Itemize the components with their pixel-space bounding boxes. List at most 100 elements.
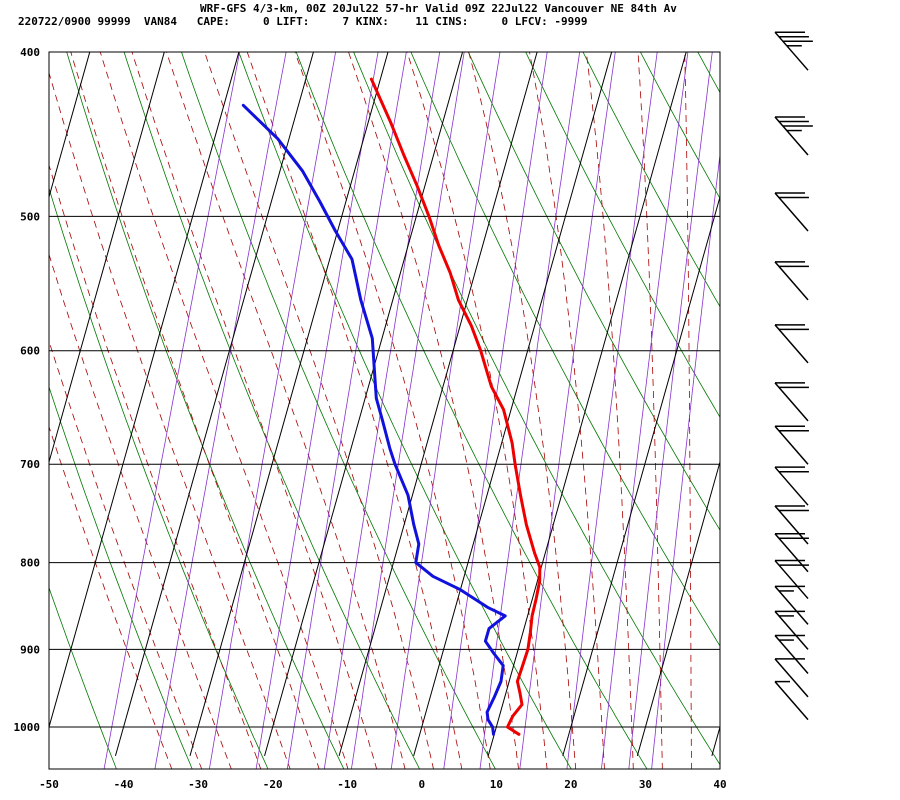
moist-adiabat bbox=[468, 52, 577, 769]
dry-adiabat bbox=[467, 52, 720, 531]
x-tick-label: -20 bbox=[263, 778, 283, 791]
wind-barb bbox=[774, 324, 809, 364]
isotherm-line bbox=[413, 52, 613, 757]
moist-adiabat bbox=[294, 52, 491, 769]
wind-barb bbox=[774, 425, 809, 465]
y-tick-label: 600 bbox=[20, 345, 40, 358]
moist-adiabat bbox=[684, 52, 692, 769]
barb-staff bbox=[774, 585, 809, 625]
moist-adiabat bbox=[166, 52, 406, 769]
wind-barb bbox=[774, 192, 809, 232]
moist-adiabat bbox=[246, 52, 463, 769]
mixing-ratio-line bbox=[390, 52, 501, 769]
x-tick-label: 10 bbox=[490, 778, 503, 791]
dry-adiabat bbox=[181, 52, 496, 769]
x-tick-label: -40 bbox=[114, 778, 134, 791]
moist-adiabat bbox=[49, 253, 232, 769]
y-tick-label: 400 bbox=[20, 46, 40, 59]
moist-adiabat bbox=[131, 52, 378, 769]
dry-adiabat bbox=[847, 14, 900, 770]
dry-adiabat bbox=[49, 186, 269, 769]
wind-barb bbox=[774, 31, 813, 71]
moist-adiabat bbox=[49, 163, 262, 769]
moist-adiabat bbox=[49, 425, 173, 769]
wind-barb bbox=[774, 610, 809, 650]
dry-adiabat bbox=[49, 586, 117, 769]
x-tick-label: -30 bbox=[188, 778, 208, 791]
moist-adiabat bbox=[49, 340, 203, 769]
wind-barb bbox=[774, 634, 809, 675]
isotherm-line bbox=[49, 52, 240, 729]
dry-adiabat bbox=[295, 52, 648, 769]
mixing-ratio-line bbox=[566, 52, 658, 769]
mixing-ratio-line bbox=[286, 52, 407, 769]
barb-staff bbox=[774, 681, 809, 721]
barb-staff bbox=[774, 560, 809, 600]
moist-adiabat bbox=[721, 14, 728, 770]
wind-barb bbox=[774, 658, 809, 698]
stability-indices: 220722/0900 99999 VAN84 CAPE: 0 LIFT: 7 … bbox=[18, 15, 588, 28]
moist-adiabat bbox=[70, 52, 320, 769]
dry-adiabat bbox=[410, 52, 720, 647]
mixing-ratio-line bbox=[323, 52, 441, 769]
y-tick-label: 900 bbox=[20, 643, 40, 656]
x-tick-label: 30 bbox=[639, 778, 652, 791]
dry-adiabat bbox=[525, 52, 720, 418]
moist-adiabat bbox=[529, 52, 605, 769]
barb-staff bbox=[774, 31, 809, 71]
moist-adiabat bbox=[585, 52, 634, 769]
barb-staff bbox=[774, 116, 809, 156]
isotherm-line bbox=[49, 52, 91, 199]
dry-adiabat bbox=[49, 385, 193, 769]
dry-adiabat bbox=[353, 52, 720, 766]
wind-barb bbox=[774, 466, 809, 506]
moist-adiabat bbox=[348, 52, 519, 769]
wind-barb bbox=[774, 116, 813, 156]
moist-adiabat bbox=[204, 52, 434, 769]
x-tick-label: -50 bbox=[39, 778, 59, 791]
y-tick-label: 700 bbox=[20, 458, 40, 471]
wind-barb bbox=[774, 585, 809, 625]
y-tick-label: 500 bbox=[20, 210, 40, 223]
barb-staff bbox=[774, 466, 809, 506]
moist-adiabat bbox=[49, 71, 291, 769]
isotherm-line bbox=[114, 52, 314, 757]
mixing-ratio-line bbox=[255, 52, 379, 769]
isotherm-line bbox=[264, 52, 464, 757]
mixing-ratio-line bbox=[601, 52, 689, 769]
isobar-isotherm-grid bbox=[49, 51, 720, 757]
wind-barb bbox=[774, 261, 809, 301]
mixing-ratio-line bbox=[154, 52, 287, 769]
x-tick-label: 20 bbox=[564, 778, 577, 791]
dry-adiabat bbox=[238, 52, 572, 769]
barb-staff bbox=[774, 192, 809, 232]
barb-staff bbox=[774, 658, 809, 698]
wind-barb bbox=[774, 680, 809, 721]
isotherm-line bbox=[338, 52, 538, 757]
barb-staff bbox=[774, 610, 809, 650]
sounding-profiles bbox=[241, 77, 542, 736]
isotherm-group bbox=[49, 52, 720, 757]
wind-barb bbox=[774, 559, 809, 600]
isotherm-line bbox=[189, 52, 389, 757]
barb-staff bbox=[774, 324, 809, 364]
mixing-ratio-line bbox=[651, 151, 720, 769]
y-axis-ticks: 400 500 600 700 800 900 1000 bbox=[14, 46, 41, 734]
isotherm-line bbox=[562, 195, 720, 757]
dry-adiabat bbox=[582, 52, 720, 308]
background-lines bbox=[49, 14, 900, 770]
mixing-ratio-line bbox=[628, 52, 713, 769]
barb-staff bbox=[774, 261, 809, 301]
dry-adiabat bbox=[734, 14, 900, 770]
dewpoint-profile bbox=[241, 103, 507, 736]
x-tick-label: 0 bbox=[418, 778, 425, 791]
mixing-ratio-line bbox=[519, 52, 616, 769]
mixing-ratio-line bbox=[443, 52, 548, 769]
mixing-ratio-line bbox=[103, 52, 241, 769]
dry-adiabat bbox=[639, 52, 720, 200]
x-tick-label: -10 bbox=[337, 778, 357, 791]
moist-adiabat bbox=[99, 52, 349, 769]
x-tick-label: 40 bbox=[713, 778, 726, 791]
x-axis-ticks: -50 -40 -30 -20 -10 0 10 20 30 40 bbox=[39, 778, 727, 791]
